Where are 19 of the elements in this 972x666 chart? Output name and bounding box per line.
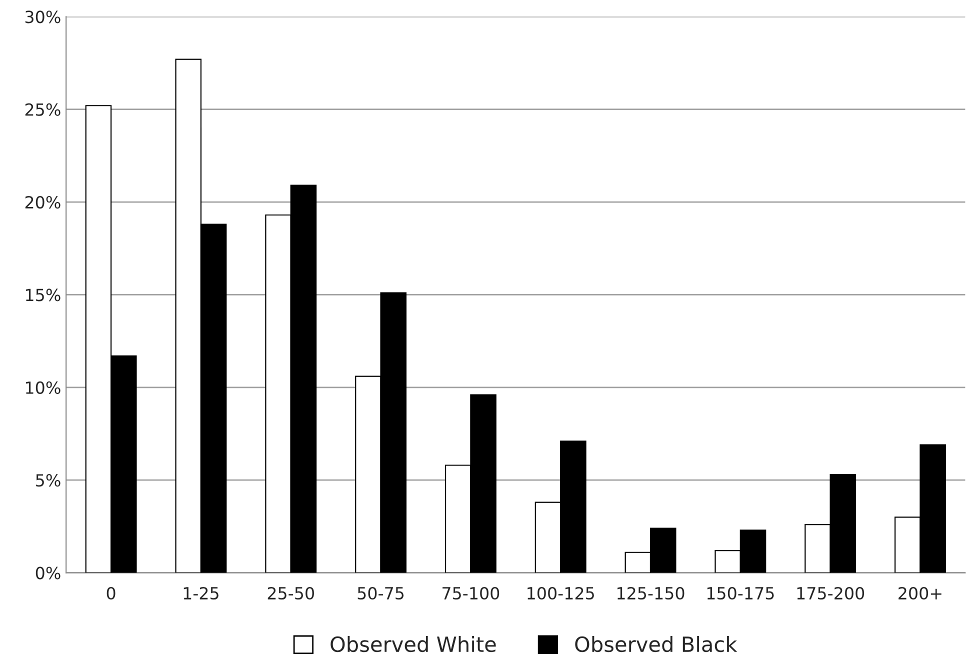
x-tick-label: 1-25: [184, 586, 218, 600]
x-tick-label: 75-100: [442, 586, 500, 600]
x-tick-label: 200+: [898, 586, 942, 600]
y-tick-label: 5%: [36, 474, 60, 487]
y-tick-label: 15%: [26, 288, 60, 302]
y-tick-label: 25%: [25, 103, 60, 116]
y-tick-label: 10%: [26, 381, 60, 394]
x-tick-label: 50-75: [358, 586, 404, 600]
x-tick-label: 150-175: [707, 586, 774, 600]
y-tick-label: 0%: [36, 566, 60, 580]
legend-label: Observed Black: [575, 636, 738, 652]
x-tick-label: 25-50: [268, 586, 314, 600]
y-tick-label: 30%: [25, 10, 60, 24]
x-tick-label: 125-150: [618, 586, 684, 600]
x-tick-label: 0: [106, 586, 116, 600]
y-tick-label: 20%: [25, 196, 60, 209]
legend-label: Observed White: [330, 636, 496, 652]
x-tick-label: 100-125: [528, 586, 594, 600]
x-tick-label: 175-200: [797, 586, 864, 600]
